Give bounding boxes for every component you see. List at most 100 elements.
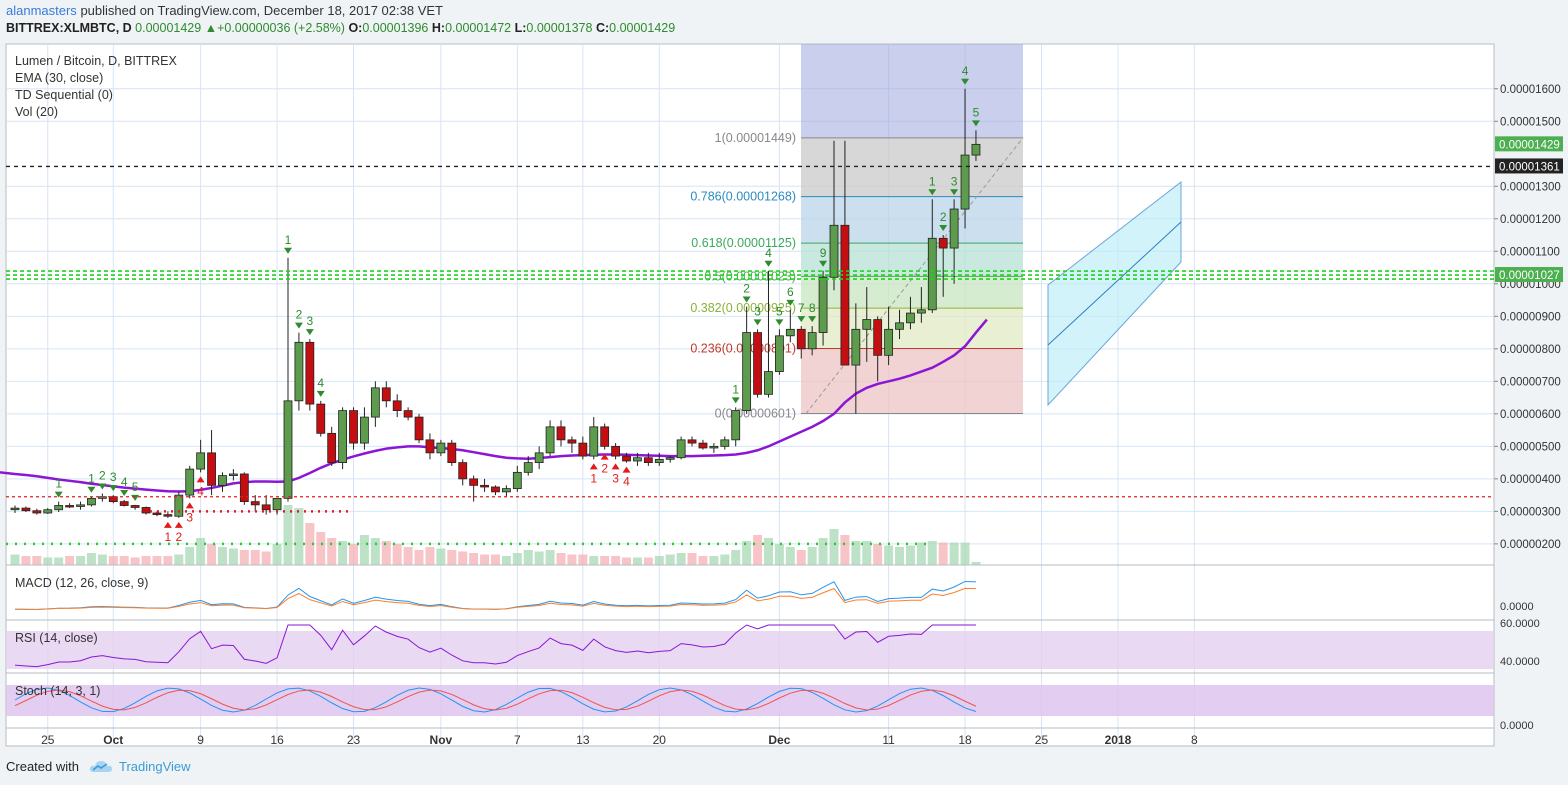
td-count-label: 2 xyxy=(296,308,303,322)
td-count-label: 2 xyxy=(940,210,947,224)
x-tick-label: 23 xyxy=(347,733,361,747)
td-count-label: 5 xyxy=(132,480,139,494)
td-sell-arrow xyxy=(109,485,118,492)
candle-body xyxy=(370,387,380,418)
volume-bar xyxy=(359,535,369,565)
candle-body xyxy=(54,505,64,511)
volume-bar xyxy=(436,548,446,565)
td-count-label: 1 xyxy=(590,471,597,485)
candle-body xyxy=(960,154,970,210)
candle-body xyxy=(392,400,402,411)
volume-bar xyxy=(600,556,610,565)
candle-body xyxy=(174,494,184,517)
candle-body xyxy=(272,497,282,511)
candle-body xyxy=(600,426,610,447)
indicator-panes: 0.0000 60.0000 40.0000 0.0000 xyxy=(6,564,1540,732)
price-chart[interactable]: 1(0.00001449) 0.786(0.00001268) 0.618(0.00… xyxy=(0,0,1568,760)
fib-zone xyxy=(801,137,1023,197)
ohlc-bar: BITTREX:XLMBTC, D 0.00001429 ▲+0.0000003… xyxy=(6,21,676,35)
volume-bar xyxy=(927,541,937,565)
y-tick-label: 0.00000200 xyxy=(1500,539,1561,551)
candle-body xyxy=(218,475,227,486)
price-marker-label: 0.00001429 xyxy=(1499,139,1560,151)
candle-body xyxy=(141,507,151,514)
volume-bar xyxy=(54,557,64,565)
td-sell-arrow xyxy=(797,316,806,323)
x-tick-label: Nov xyxy=(430,733,453,747)
td-sell-arrow xyxy=(819,260,828,267)
td-label: TD Sequential (0) xyxy=(15,88,113,102)
candle-body xyxy=(611,445,620,457)
x-tick-label: 9 xyxy=(197,733,204,747)
y-tick-label: 0.00001100 xyxy=(1500,246,1560,258)
tradingview-link[interactable]: TradingView xyxy=(118,759,191,774)
x-tick-label: 13 xyxy=(576,733,590,747)
macd-label: MACD (12, 26, close, 9) xyxy=(15,576,148,590)
volume-bar xyxy=(556,553,566,565)
td-count-label: 1 xyxy=(165,530,172,544)
volume-bar xyxy=(731,550,741,565)
volume-bar xyxy=(294,508,304,565)
td-sell-arrow xyxy=(98,483,107,490)
volume-bar xyxy=(119,556,129,565)
volume-bar xyxy=(687,553,697,565)
volume-bar xyxy=(338,541,348,565)
td-buy-arrow xyxy=(174,521,183,528)
x-tick-label: 25 xyxy=(41,733,55,747)
high-value: 0.00001472 xyxy=(445,21,512,35)
volume-bar xyxy=(152,556,162,565)
volume-bar xyxy=(545,550,555,565)
pane-axis-label: 0.0000 xyxy=(1500,601,1534,613)
td-sell-arrow xyxy=(316,390,325,397)
volume-bar xyxy=(720,554,730,565)
volume-bar xyxy=(916,542,926,565)
volume-bar xyxy=(807,547,817,565)
candle-body xyxy=(775,335,784,372)
fib-level-label: 0(0.00000601) xyxy=(715,407,796,421)
candle-body xyxy=(796,328,806,350)
td-count-label: 4 xyxy=(765,246,772,260)
td-sell-arrow xyxy=(284,247,292,254)
td-count-label: 5 xyxy=(776,304,783,318)
td-count-label: 4 xyxy=(962,64,969,78)
candle-body xyxy=(523,462,533,473)
td-count-label: 1 xyxy=(285,233,292,247)
td-buy-arrow xyxy=(622,466,631,473)
volume-bar xyxy=(578,554,588,565)
volume-bar xyxy=(108,556,118,565)
volume-bar xyxy=(960,542,970,565)
candle-body xyxy=(785,328,795,337)
x-tick-label: 7 xyxy=(514,733,521,747)
candle-body xyxy=(851,328,861,366)
candle-body xyxy=(458,462,468,480)
candle-body xyxy=(622,455,631,462)
candle-body xyxy=(469,478,479,486)
fib-level-label: 1(0.00001449) xyxy=(715,131,796,145)
candle-body xyxy=(76,504,85,507)
price-marker-box xyxy=(1495,267,1563,283)
candle-body xyxy=(185,468,195,496)
volume-bar xyxy=(97,554,107,565)
candle-body xyxy=(709,445,719,449)
candle-body xyxy=(643,457,653,464)
candle-body xyxy=(87,497,96,506)
fib-level-label: 0.618(0.00001125) xyxy=(691,236,796,250)
td-count-label: 6 xyxy=(787,285,794,299)
td-count-label: 2 xyxy=(601,462,608,476)
td-buy-arrow xyxy=(589,463,598,470)
candle-body xyxy=(862,319,872,330)
candle-body xyxy=(65,505,74,508)
price-axis: 0.00001600 0.00001500 0.00001300 0.00001200… xyxy=(1494,84,1563,551)
candle-body xyxy=(916,309,926,314)
volume-bars xyxy=(10,505,981,565)
volume-bar xyxy=(884,545,894,565)
fib-level-label: 0.382(0.00000925) xyxy=(690,301,796,315)
volume-bar xyxy=(305,523,315,565)
volume-bar xyxy=(567,554,577,565)
author-link[interactable]: alanmasters xyxy=(6,3,77,18)
candle-body xyxy=(327,432,337,464)
candle-body xyxy=(884,328,893,356)
td-count-label: 2 xyxy=(743,282,750,296)
volume-bar xyxy=(611,556,621,565)
volume-bar xyxy=(327,538,337,565)
